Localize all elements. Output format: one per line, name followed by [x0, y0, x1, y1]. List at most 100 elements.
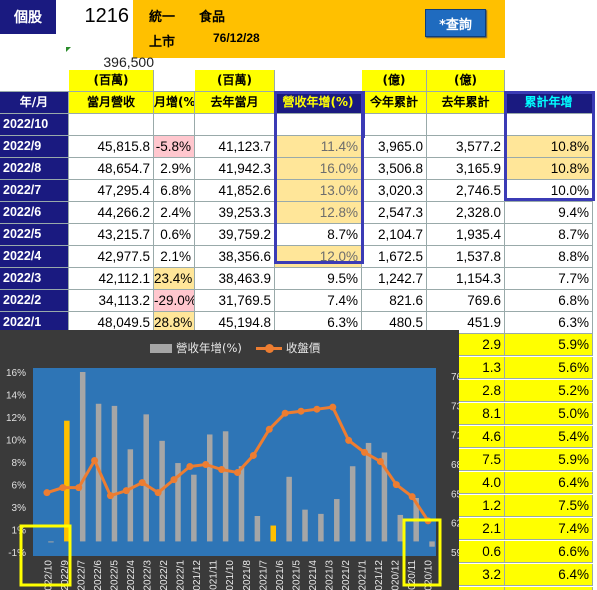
cell-mom[interactable]: 2.9% — [154, 158, 195, 180]
cell-rev[interactable]: 42,977.5 — [69, 246, 154, 268]
cell-cum[interactable]: 10.8% — [505, 158, 593, 180]
row-month[interactable]: 2022/6 — [0, 202, 69, 224]
cell-mom[interactable]: -5.8% — [154, 136, 195, 158]
overflow-cell-left[interactable]: 1.3 — [459, 357, 505, 379]
cell-ytd[interactable]: 2,547.3 — [362, 202, 427, 224]
cell-cum[interactable]: 6.8% — [505, 290, 593, 312]
cell-cum[interactable]: 10.8% — [505, 136, 593, 158]
stock-code-input[interactable]: 1216 — [56, 0, 133, 34]
cell-rev[interactable]: 45,815.8 — [69, 136, 154, 158]
overflow-cell-right[interactable]: 6.6% — [505, 541, 593, 563]
cell-yoy[interactable]: 7.4% — [275, 290, 362, 312]
cell-ly[interactable]: 38,463.9 — [195, 268, 275, 290]
cell-rev[interactable]: 42,112.1 — [69, 268, 154, 290]
cell-lytd[interactable]: 451.9 — [427, 312, 505, 334]
cell-ly[interactable]: 41,942.3 — [195, 158, 275, 180]
overflow-cell-right[interactable]: 5.2% — [505, 380, 593, 402]
overflow-cell-left[interactable]: 3.2 — [459, 564, 505, 586]
cell-ytd[interactable]: 1,672.5 — [362, 246, 427, 268]
cell-ly[interactable]: 39,759.2 — [195, 224, 275, 246]
cell-lytd[interactable]: 3,577.2 — [427, 136, 505, 158]
overflow-cell-right[interactable]: 6.4% — [505, 564, 593, 586]
row-month[interactable]: 2022/5 — [0, 224, 69, 246]
cell-mom[interactable]: 23.4% — [154, 268, 195, 290]
overflow-cell-right[interactable]: 6.4% — [505, 472, 593, 494]
cell-cum[interactable]: 6.3% — [505, 312, 593, 334]
overflow-cell-left[interactable]: 4.0 — [459, 472, 505, 494]
overflow-cell-right[interactable]: 8.8% — [505, 587, 593, 590]
price-point — [234, 469, 241, 477]
row-month[interactable]: 2022/7 — [0, 180, 69, 202]
cell-cum[interactable]: 9.4% — [505, 202, 593, 224]
row-month[interactable]: 2022/8 — [0, 158, 69, 180]
cell-cum[interactable]: 7.7% — [505, 268, 593, 290]
cell-lytd[interactable] — [427, 114, 505, 136]
row-month[interactable]: 2022/4 — [0, 246, 69, 268]
cell-ytd[interactable]: 2,104.7 — [362, 224, 427, 246]
cell-mom[interactable] — [154, 114, 195, 136]
cell-mom[interactable]: -29.0% — [154, 290, 195, 312]
cell-mom[interactable]: 28.8% — [154, 312, 195, 334]
cell-ytd[interactable]: 3,965.0 — [362, 136, 427, 158]
cell-yoy[interactable]: 16.0% — [275, 158, 362, 180]
cell-lytd[interactable]: 2,746.5 — [427, 180, 505, 202]
overflow-cell-left[interactable]: 7.5 — [459, 449, 505, 471]
cell-mom[interactable]: 2.4% — [154, 202, 195, 224]
cell-ytd[interactable]: 821.6 — [362, 290, 427, 312]
cell-ly[interactable]: 38,356.6 — [195, 246, 275, 268]
overflow-cell-right[interactable]: 7.5% — [505, 495, 593, 517]
cell-ytd[interactable]: 1,242.7 — [362, 268, 427, 290]
cell-cum[interactable]: 8.7% — [505, 224, 593, 246]
cell-rev[interactable]: 34,113.2 — [69, 290, 154, 312]
cell-lytd[interactable]: 3,165.9 — [427, 158, 505, 180]
cell-ly[interactable]: 41,123.7 — [195, 136, 275, 158]
cell-lytd[interactable]: 769.6 — [427, 290, 505, 312]
cell-ytd[interactable] — [362, 114, 427, 136]
overflow-cell-right[interactable]: 5.9% — [505, 334, 593, 356]
cell-mom[interactable]: 2.1% — [154, 246, 195, 268]
yoy-bar — [206, 434, 213, 542]
cell-mom[interactable]: 0.6% — [154, 224, 195, 246]
cell-lytd[interactable]: 1,935.4 — [427, 224, 505, 246]
cell-lytd[interactable]: 1,154.3 — [427, 268, 505, 290]
overflow-cell-right[interactable]: 5.6% — [505, 357, 593, 379]
cell-ly[interactable]: 31,769.5 — [195, 290, 275, 312]
row-month[interactable]: 2022/3 — [0, 268, 69, 290]
overflow-cell-left[interactable]: 1.2 — [459, 495, 505, 517]
cell-ytd[interactable]: 3,506.8 — [362, 158, 427, 180]
overflow-cell-left[interactable]: 5.3 — [459, 587, 505, 590]
overflow-cell-left[interactable]: 4.6 — [459, 426, 505, 448]
cell-ly[interactable] — [195, 114, 275, 136]
cell-rev[interactable]: 43,215.7 — [69, 224, 154, 246]
cell-lytd[interactable]: 2,328.0 — [427, 202, 505, 224]
row-month[interactable]: 2022/10 — [0, 114, 69, 136]
cell-rev[interactable]: 48,654.7 — [69, 158, 154, 180]
overflow-cell-left[interactable]: 8.1 — [459, 403, 505, 425]
cell-yoy[interactable]: 13.0% — [275, 180, 362, 202]
cell-ly[interactable]: 41,852.6 — [195, 180, 275, 202]
row-month[interactable]: 2022/9 — [0, 136, 69, 158]
overflow-cell-right[interactable]: 5.4% — [505, 426, 593, 448]
cell-cum[interactable]: 10.0% — [505, 180, 593, 202]
cell-ly[interactable]: 39,253.3 — [195, 202, 275, 224]
overflow-cell-right[interactable]: 5.0% — [505, 403, 593, 425]
cell-rev[interactable] — [69, 114, 154, 136]
cell-mom[interactable]: 6.8% — [154, 180, 195, 202]
cell-ytd[interactable]: 3,020.3 — [362, 180, 427, 202]
chart-legend: 營收年增(%) 收盤價 — [150, 340, 320, 356]
overflow-cell-left[interactable]: 2.8 — [459, 380, 505, 402]
cell-lytd[interactable]: 1,537.8 — [427, 246, 505, 268]
query-button[interactable]: *查詢 — [425, 9, 486, 37]
cell-yoy[interactable]: 9.5% — [275, 268, 362, 290]
cell-yoy[interactable]: 12.8% — [275, 202, 362, 224]
row-month[interactable]: 2022/2 — [0, 290, 69, 312]
unit-blank — [275, 70, 362, 92]
cell-rev[interactable]: 47,295.4 — [69, 180, 154, 202]
overflow-cell-left[interactable]: 0.6 — [459, 541, 505, 563]
overflow-cell-left[interactable]: 2.1 — [459, 518, 505, 540]
overflow-cell-left[interactable]: 2.9 — [459, 334, 505, 356]
overflow-cell-right[interactable]: 5.9% — [505, 449, 593, 471]
cell-rev[interactable]: 44,266.2 — [69, 202, 154, 224]
cell-cum[interactable]: 8.8% — [505, 246, 593, 268]
overflow-cell-right[interactable]: 7.4% — [505, 518, 593, 540]
